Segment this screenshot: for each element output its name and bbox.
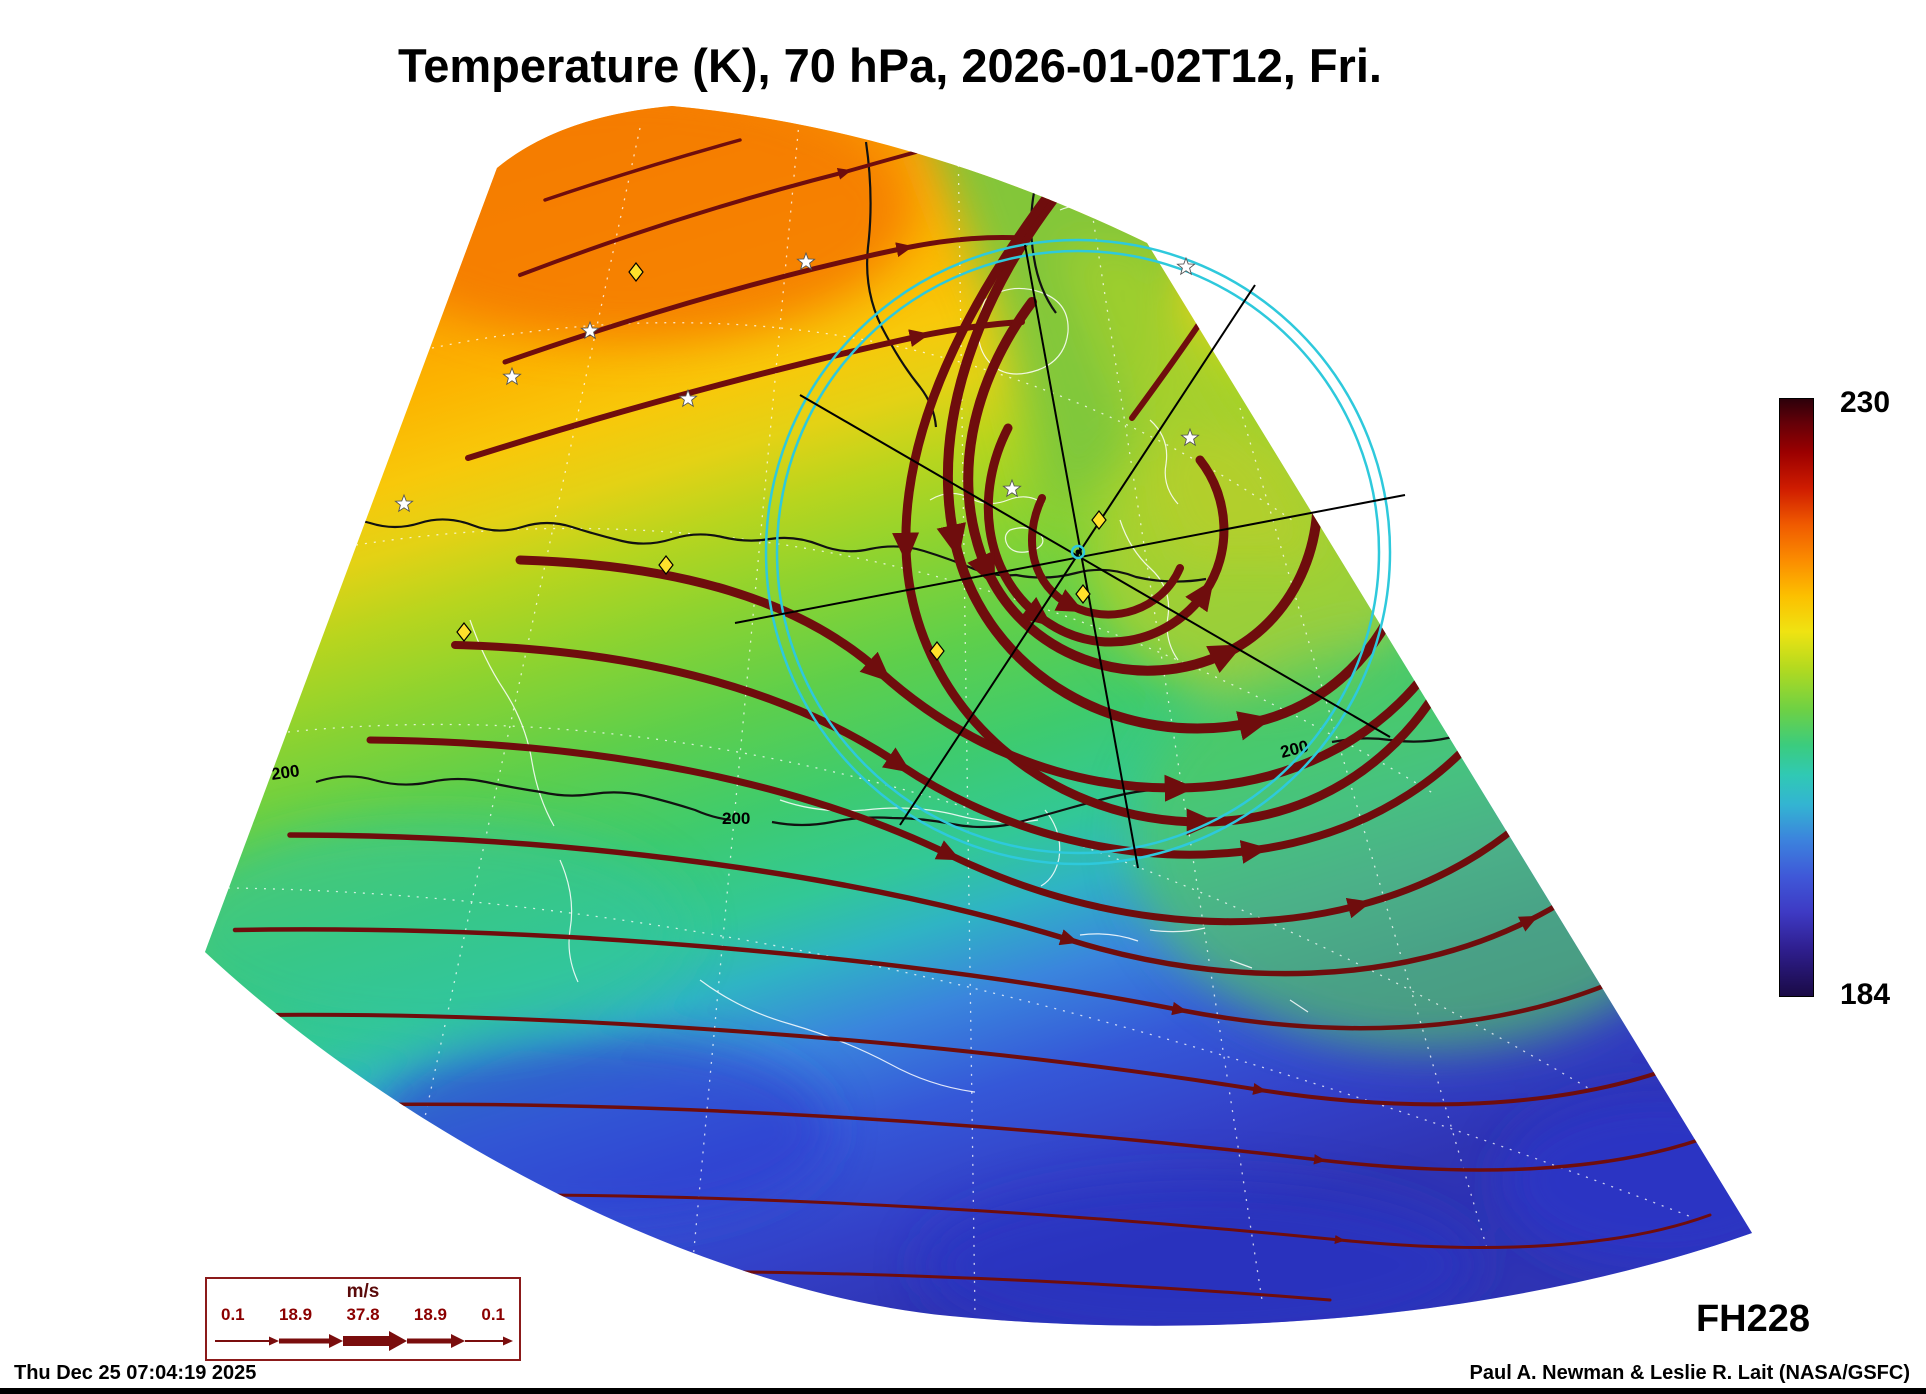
streamline — [413, 1193, 1712, 1249]
range-rings — [734, 238, 1406, 869]
green-blob — [1130, 630, 1730, 1050]
legend-units-label: m/s — [346, 1281, 380, 1302]
legend-tick: 18.9 — [413, 1305, 447, 1324]
ring-center-marker — [1070, 544, 1086, 560]
streamline — [253, 1012, 1717, 1107]
colorbar-max-label: 230 — [1840, 386, 1891, 419]
legend-tick: 18.9 — [279, 1305, 313, 1324]
range-ring-inner — [775, 249, 1381, 855]
wind-speed-legend: m/s 0.1 18.9 37.8 18.9 0.1 — [205, 1277, 521, 1361]
contour-label: 200 — [270, 761, 301, 784]
cross-line — [734, 494, 1406, 624]
streamline — [328, 1102, 1727, 1172]
streamline — [518, 141, 952, 277]
legend-tick: 0.1 — [481, 1305, 505, 1324]
legend-tick-labels: 0.1 18.9 37.8 18.9 0.1 — [207, 1306, 519, 1323]
colorbar — [1779, 398, 1814, 997]
cold-blob — [920, 1180, 1480, 1326]
ring-center-dot — [1075, 549, 1081, 555]
cross-line — [799, 394, 1391, 738]
temperature-field: 200 200 200 — [205, 106, 1752, 1326]
streamline — [366, 721, 1604, 926]
warm-anomaly-blob — [350, 106, 910, 340]
legend-arrow-scale — [215, 1331, 513, 1351]
legend-tick: 0.1 — [221, 1305, 245, 1324]
contour-label: 200 — [722, 809, 750, 828]
forecast-hour-label: FH228 — [1695, 1298, 1810, 1340]
page-title: Temperature (K), 70 hPa, 2026-01-02T12, … — [398, 39, 1382, 92]
streamline — [451, 641, 1516, 864]
colorbar-min-label: 184 — [1840, 978, 1891, 1011]
cold-blob — [1500, 1090, 1752, 1270]
credit-text: Paul A. Newman & Leslie R. Lait (NASA/GS… — [1469, 1362, 1910, 1384]
range-ring-outer — [764, 238, 1392, 866]
legend-tick: 37.8 — [346, 1305, 380, 1324]
bottom-border-strip — [0, 1388, 1926, 1394]
streamline — [232, 927, 1663, 1031]
streamline — [502, 234, 1025, 365]
generation-timestamp: Thu Dec 25 07:04:19 2025 — [14, 1362, 257, 1384]
streamline — [543, 138, 742, 202]
